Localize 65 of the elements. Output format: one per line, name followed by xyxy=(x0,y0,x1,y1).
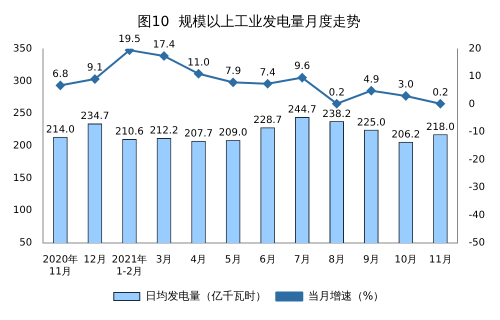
data-label: 207.7 xyxy=(184,128,213,140)
x-tick-label: 10月 xyxy=(394,254,418,266)
y2-tick-label: 20 xyxy=(468,43,482,54)
point xyxy=(56,80,65,90)
data-label: 225.0 xyxy=(356,117,386,128)
y2-tick-label: -50 xyxy=(468,238,486,249)
x-tick-label: 2020年 11月 xyxy=(42,254,78,278)
point xyxy=(401,91,410,100)
data-label: 214.0 xyxy=(46,124,75,136)
x-tick-label: 6月 xyxy=(259,254,276,266)
data-label: 244.7 xyxy=(288,104,317,116)
x-tick-label: 9月 xyxy=(363,254,380,266)
data-label: 17.4 xyxy=(152,40,176,51)
point xyxy=(194,69,204,78)
data-label: 228.7 xyxy=(253,114,282,126)
x-tick-label: 12月 xyxy=(84,254,106,266)
y-tick-label: 50 xyxy=(19,238,32,249)
y-tick-label: 350 xyxy=(12,43,32,54)
data-label: 212.2 xyxy=(150,126,178,137)
y-tick-label: 200 xyxy=(12,140,32,152)
data-label: 7.9 xyxy=(225,66,242,77)
point xyxy=(366,86,376,96)
y-tick-label: 300 xyxy=(12,76,32,87)
x-tick-label: 4月 xyxy=(190,254,207,266)
legend-label: 日均发电量（亿千瓦时） xyxy=(145,289,266,302)
data-label: 3.0 xyxy=(398,80,414,91)
data-label: 9.6 xyxy=(294,61,310,72)
data-label: 0.2 xyxy=(328,87,345,98)
y-tick-label: 100 xyxy=(12,205,32,216)
point xyxy=(160,52,169,61)
x-tick-label: 5月 xyxy=(224,254,242,266)
point xyxy=(332,99,342,108)
point xyxy=(90,74,100,84)
y-tick-label: 250 xyxy=(12,108,32,120)
x-tick-label: 7月 xyxy=(294,254,310,266)
x-tick-label: 8月 xyxy=(328,254,345,266)
y-tick-label: 150 xyxy=(12,172,32,184)
data-label: 209.0 xyxy=(218,128,248,139)
data-label: 9.1 xyxy=(86,62,103,74)
y2-tick-label: 0 xyxy=(468,98,476,110)
data-label: 206.2 xyxy=(392,129,420,140)
x-tick-label: 11月 xyxy=(429,254,452,266)
y2-tick-label: -20 xyxy=(468,154,486,166)
y2-tick-label: -40 xyxy=(468,210,486,221)
x-tick-label: 3月 xyxy=(156,254,172,266)
legend-label: 当月增速（%） xyxy=(308,289,384,302)
data-label: 4.9 xyxy=(363,74,380,86)
point xyxy=(228,78,238,87)
data-label: 234.7 xyxy=(80,111,110,122)
data-label: 11.0 xyxy=(187,57,210,68)
data-label: 218.0 xyxy=(426,122,455,133)
data-label: 19.5 xyxy=(118,34,141,45)
data-label: 0.2 xyxy=(432,87,448,98)
data-label: 6.8 xyxy=(52,69,68,80)
point xyxy=(298,73,307,82)
point xyxy=(436,99,445,108)
chart-title: 图10 规模以上工业发电量月度走势 xyxy=(138,14,360,30)
x-tick-label: 2021年 1-2月 xyxy=(112,254,148,278)
y2-tick-label: 10 xyxy=(468,71,482,82)
point xyxy=(263,79,272,88)
data-label: 7.4 xyxy=(260,67,276,78)
data-label: 210.6 xyxy=(115,126,144,138)
y2-tick-label: -10 xyxy=(468,126,486,138)
y2-tick-label: -30 xyxy=(468,182,486,194)
data-label: 238.2 xyxy=(322,108,352,120)
